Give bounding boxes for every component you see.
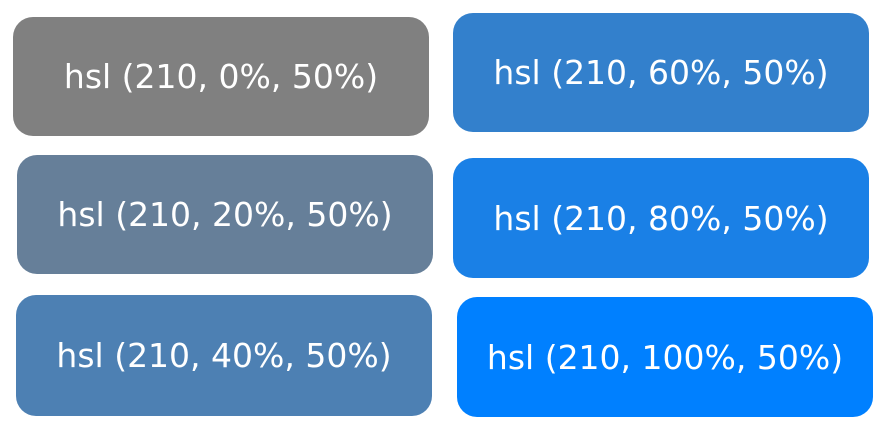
- color-swatch-saturation-40: hsl (210, 40%, 50%): [16, 295, 432, 416]
- swatch-label: hsl (210, 80%, 50%): [493, 198, 829, 238]
- swatch-label: hsl (210, 20%, 50%): [57, 195, 393, 234]
- swatch-label: hsl (210, 0%, 50%): [63, 57, 379, 96]
- color-swatch-saturation-0: hsl (210, 0%, 50%): [13, 17, 429, 136]
- color-swatch-saturation-20: hsl (210, 20%, 50%): [17, 155, 433, 274]
- color-swatch-saturation-80: hsl (210, 80%, 50%): [453, 158, 869, 278]
- color-swatch-saturation-100: hsl (210, 100%, 50%): [457, 297, 873, 417]
- swatch-label: hsl (210, 40%, 50%): [56, 336, 392, 375]
- swatch-label: hsl (210, 60%, 50%): [493, 53, 829, 92]
- swatch-label: hsl (210, 100%, 50%): [486, 337, 844, 377]
- color-swatch-saturation-60: hsl (210, 60%, 50%): [453, 13, 869, 132]
